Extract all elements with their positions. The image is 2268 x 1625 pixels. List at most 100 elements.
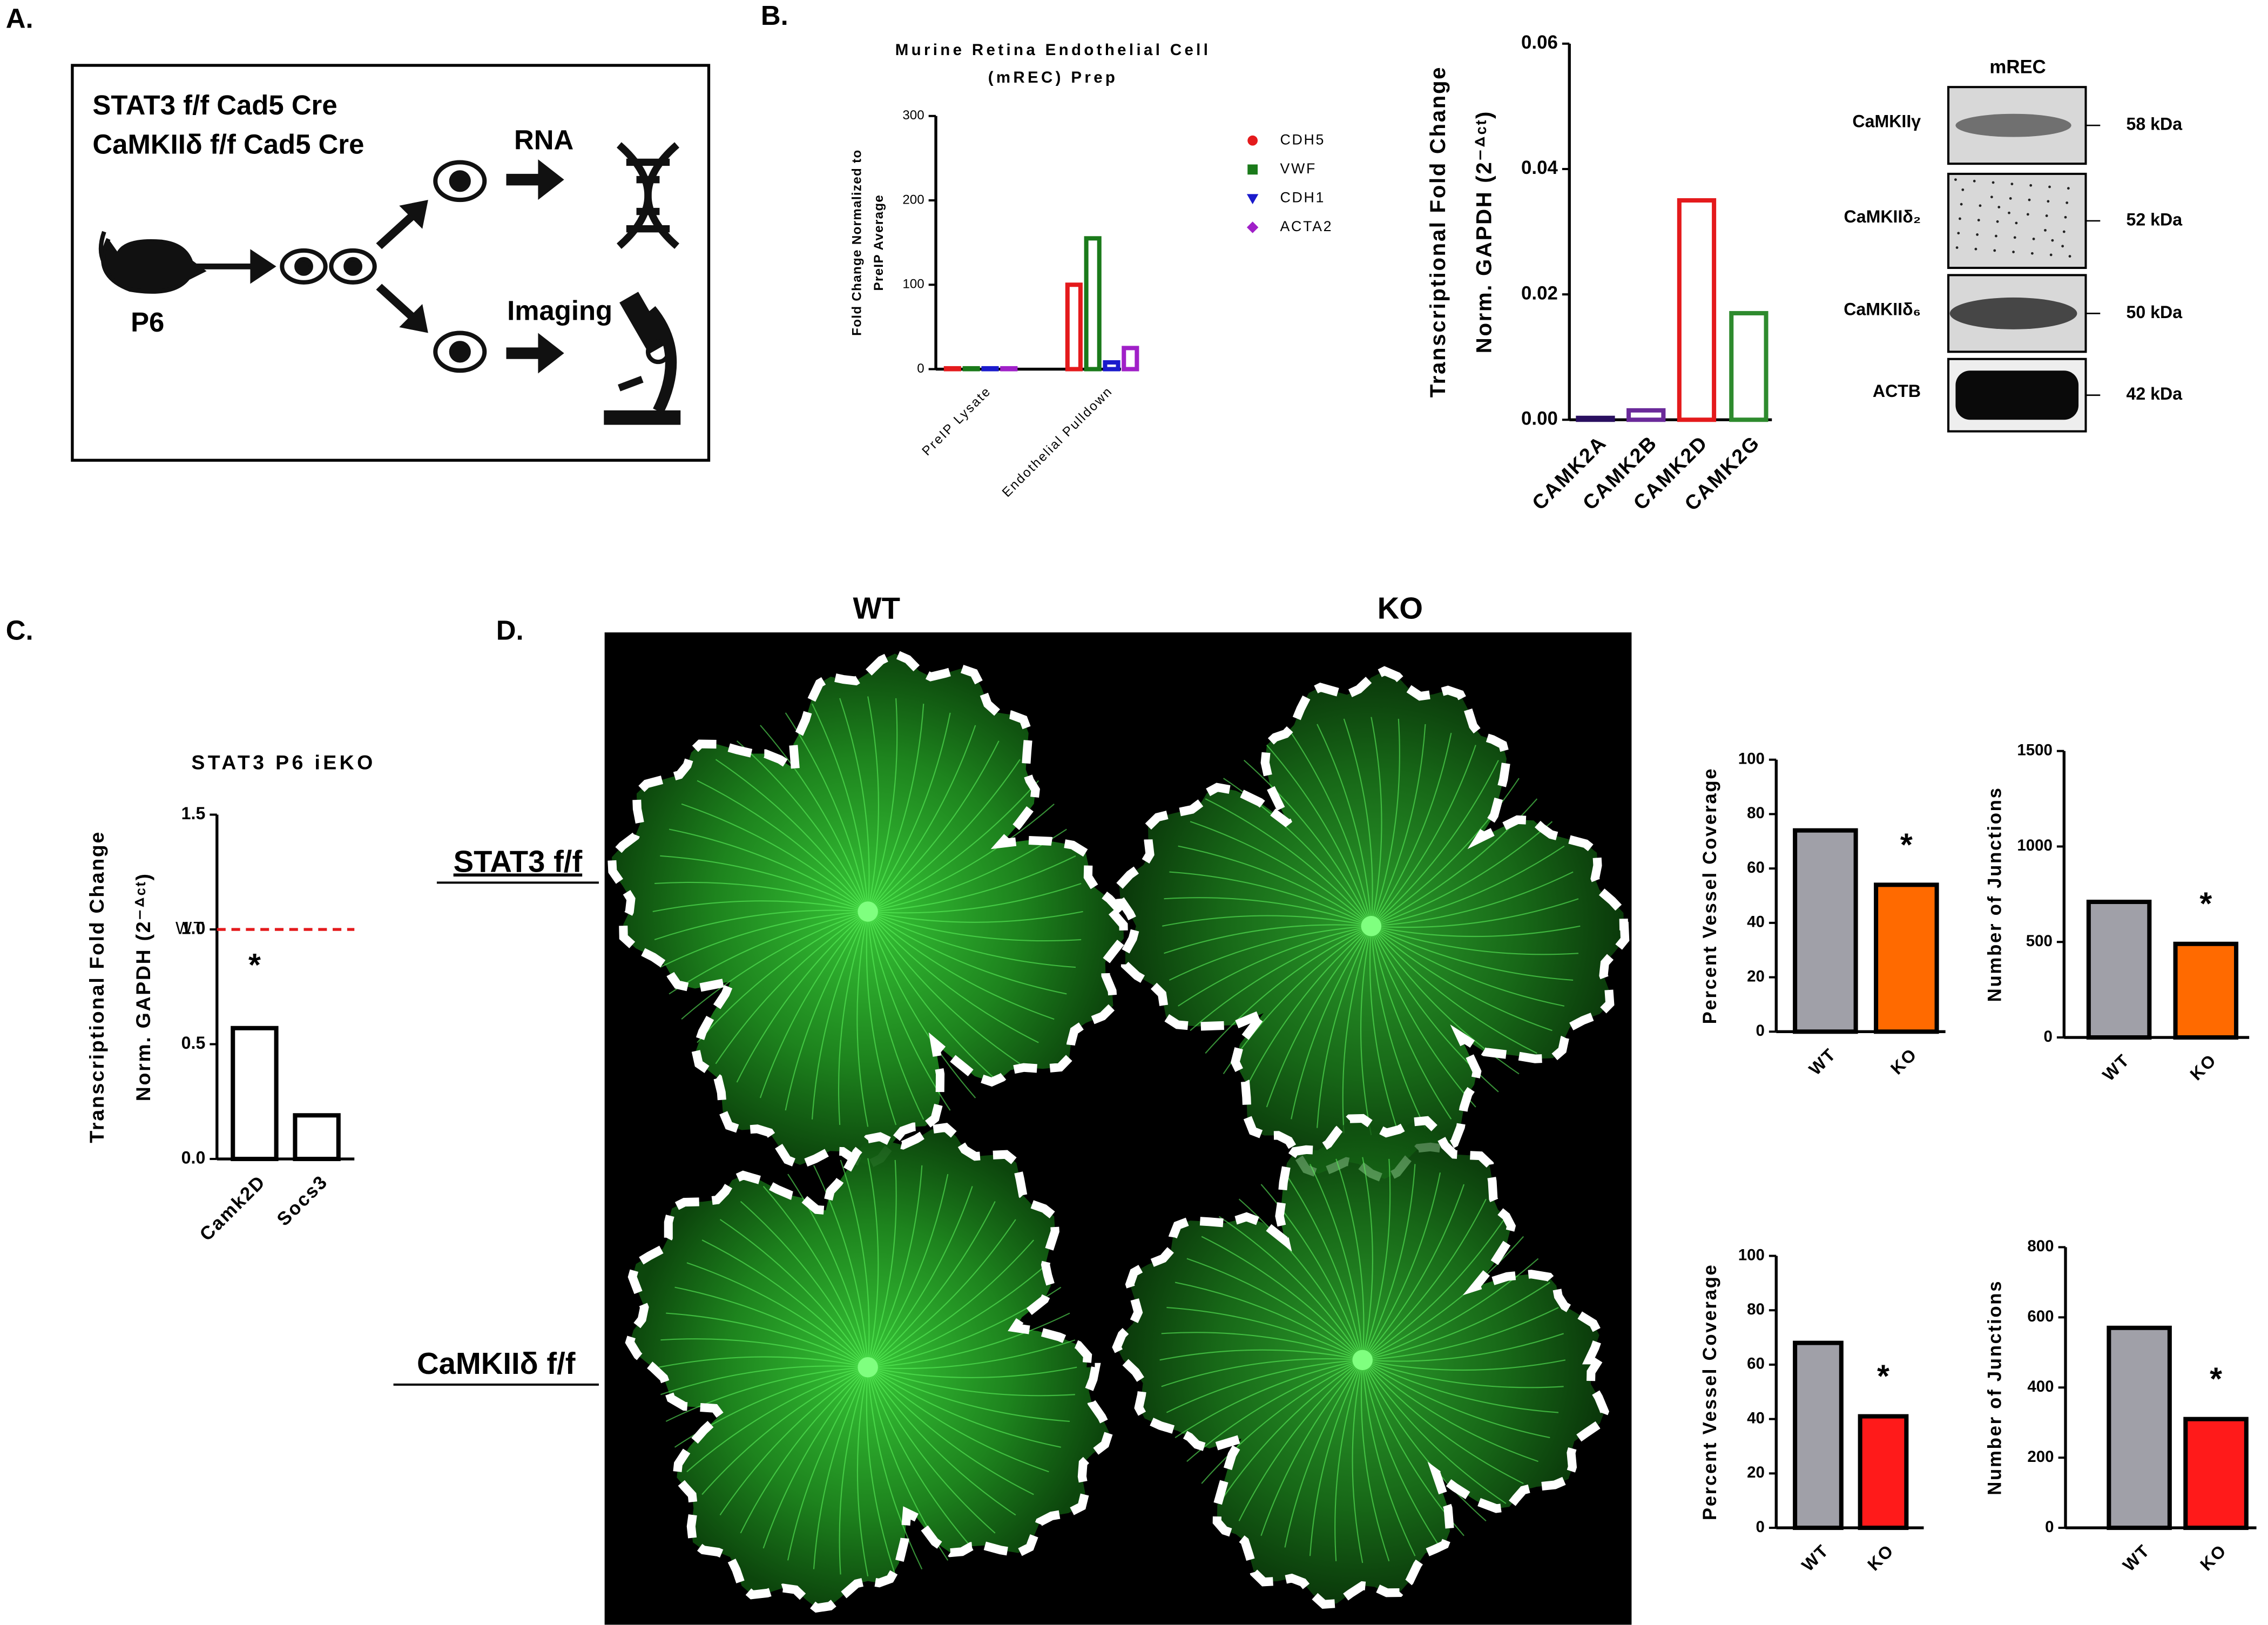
vessel <box>813 1165 869 1367</box>
vessel <box>1362 1359 1550 1439</box>
vessel <box>1291 926 1372 1120</box>
y-tick-label: 0.00 <box>1521 408 1558 429</box>
vessel <box>812 703 869 912</box>
vessel <box>1362 1282 1550 1361</box>
vessel <box>654 881 868 912</box>
vessel <box>1362 1360 1416 1556</box>
bar <box>2173 941 2239 1040</box>
vessel <box>1174 1282 1363 1361</box>
vessel <box>1166 1359 1363 1413</box>
vessel <box>811 911 869 1120</box>
vessel <box>866 1367 896 1575</box>
vessel <box>856 911 869 1127</box>
bar <box>1065 282 1083 372</box>
vessel <box>686 1262 868 1368</box>
speck <box>2044 228 2047 232</box>
bar <box>1858 1414 1909 1530</box>
band <box>1955 370 2079 420</box>
vessel <box>867 1239 1035 1368</box>
bar <box>1729 311 1769 422</box>
y-tick-label: 20 <box>1747 1464 1765 1481</box>
vessel <box>867 911 1082 942</box>
genotype: CaMKIIδ f/f Cad5 Cre <box>92 129 364 159</box>
vessel <box>1371 926 1452 1120</box>
speck <box>1955 246 1959 249</box>
vessel <box>867 911 1055 1020</box>
significance: * <box>248 948 261 983</box>
vessel <box>1309 1359 1364 1556</box>
vessel <box>1371 732 1452 927</box>
vessel <box>1369 926 1399 1134</box>
vessel <box>1343 718 1373 926</box>
vessel <box>867 1367 1034 1495</box>
vessel <box>740 1366 868 1534</box>
vessel <box>1362 1359 1538 1462</box>
speck <box>2026 213 2029 216</box>
vessel <box>1362 1359 1566 1371</box>
legend-label: ACTA2 <box>1280 218 1333 234</box>
blot-label: CaMKIIδ₆ <box>1844 300 1921 319</box>
y-tick-label: 400 <box>2027 1378 2054 1395</box>
y-tick-label: 1.0 <box>181 919 206 938</box>
arrow <box>506 333 564 374</box>
arrow <box>376 200 428 250</box>
band <box>1955 113 2071 137</box>
vessel <box>1310 1164 1364 1360</box>
y-axis-label: Fold Change Normalized to <box>850 149 865 335</box>
y-tick-label: 1.5 <box>181 804 206 823</box>
speck <box>2013 236 2016 239</box>
speck <box>1990 195 1993 199</box>
vessel <box>1371 926 1537 1054</box>
x-tick-label: Camk2D <box>195 1171 269 1245</box>
y-axis-label: Transcriptional Fold Change <box>1426 66 1450 398</box>
vessel <box>1371 760 1499 927</box>
vessel <box>867 911 951 1111</box>
y-tick-label: 80 <box>1747 804 1765 822</box>
mouse-icon <box>98 231 207 294</box>
chart-title: Murine Retina Endothelial Cell <box>895 41 1211 59</box>
vessel <box>1362 1216 1507 1361</box>
vessel <box>1174 1359 1363 1438</box>
vessel <box>1161 1358 1363 1387</box>
y-axis-label: Number of Junctions <box>1985 786 2006 1002</box>
speck <box>1957 232 1960 235</box>
vessel <box>1266 744 1372 927</box>
speck <box>2066 201 2069 204</box>
y-tick-label: 300 <box>902 108 924 123</box>
microscope-icon <box>604 292 681 425</box>
vessel <box>1205 925 1372 1054</box>
speck <box>2049 253 2053 257</box>
speck <box>1993 249 1996 252</box>
vessel <box>1362 1157 1373 1360</box>
vessel <box>1371 925 1565 1007</box>
bar <box>1677 198 1717 422</box>
vessel <box>785 911 869 1111</box>
vessel <box>1362 1333 1564 1362</box>
vessel <box>867 698 898 912</box>
vessel <box>867 911 1083 923</box>
output-label: RNA <box>514 124 573 155</box>
vessel <box>1362 1359 1507 1504</box>
speck <box>2015 221 2018 225</box>
vessel <box>1362 1164 1416 1360</box>
y-tick-label: 500 <box>2026 932 2053 950</box>
vessel <box>868 882 1082 914</box>
vessel <box>867 780 1040 912</box>
vessel <box>762 1367 868 1549</box>
band <box>1949 297 2077 329</box>
vessel <box>674 1286 868 1368</box>
vessel <box>867 1158 879 1367</box>
optic-nerve <box>858 901 878 922</box>
speck <box>2032 238 2035 240</box>
bar <box>1874 882 1939 1034</box>
speck <box>2067 187 2070 190</box>
vessel <box>867 1367 996 1534</box>
vessel <box>867 911 1000 1083</box>
arrow <box>195 249 276 284</box>
vessel <box>669 828 868 912</box>
vessel <box>1284 1172 1364 1360</box>
x-tick-label: Endothelial Pulldown <box>1000 384 1116 500</box>
vessel <box>1186 1359 1363 1462</box>
vessel <box>867 1219 1016 1368</box>
vessel <box>1317 724 1372 926</box>
